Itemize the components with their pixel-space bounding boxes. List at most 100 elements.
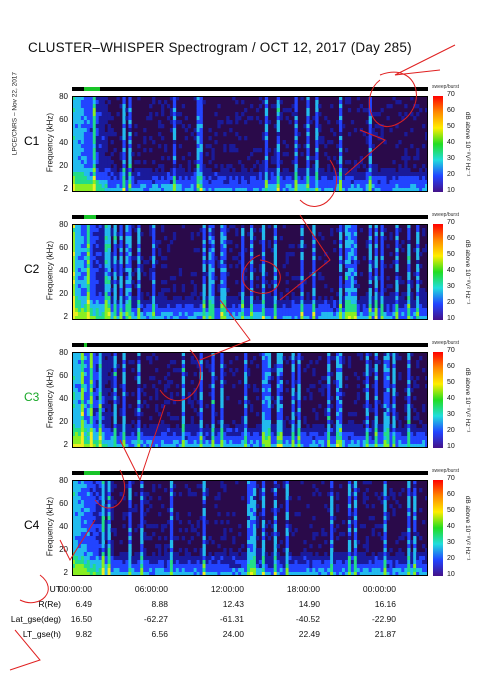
spectrogram-cell bbox=[107, 424, 111, 429]
spectrogram-cell bbox=[350, 420, 355, 425]
spectrogram-cell bbox=[374, 356, 378, 361]
spectrogram-cell bbox=[104, 432, 108, 437]
spectrogram-cell bbox=[353, 304, 358, 309]
spectrogram-cell bbox=[104, 180, 108, 185]
spectrogram-cell bbox=[104, 296, 108, 301]
spectrogram-cell bbox=[362, 108, 366, 113]
spectrogram-cell bbox=[89, 284, 94, 289]
spectrogram-cell bbox=[279, 308, 283, 313]
spectrogram-cell bbox=[365, 376, 369, 381]
spectrogram-cell bbox=[77, 548, 82, 553]
spectrogram-cell bbox=[410, 440, 414, 445]
spectrogram-cell bbox=[386, 284, 390, 289]
spectrogram-cell bbox=[294, 432, 298, 437]
spectrogram-cell bbox=[276, 96, 280, 101]
spectrogram-cell bbox=[380, 428, 384, 433]
spectrogram-cell bbox=[404, 440, 408, 445]
spectrogram-cell bbox=[72, 112, 76, 117]
spectrogram-cell bbox=[344, 384, 349, 389]
spectrogram-cell bbox=[273, 280, 277, 285]
spectrogram-cell bbox=[398, 304, 402, 309]
spectrogram-cell bbox=[110, 172, 114, 177]
spectrogram-cell bbox=[261, 404, 266, 409]
spectrogram-cell bbox=[416, 236, 420, 241]
spectrogram-cell bbox=[353, 316, 358, 320]
spectrogram-cell bbox=[252, 444, 257, 448]
spectrogram-cell bbox=[297, 284, 301, 289]
spectrogram-cell bbox=[140, 308, 144, 313]
spectrogram-cell bbox=[77, 536, 82, 541]
spectrogram-cell bbox=[350, 284, 355, 289]
spectrogram-cell bbox=[410, 300, 414, 305]
spectrogram-cell bbox=[261, 164, 266, 169]
spectrogram-cell bbox=[196, 188, 200, 192]
spectrogram-cell bbox=[149, 176, 153, 181]
spectrogram-cell bbox=[276, 388, 280, 393]
spectrogram-cell bbox=[279, 388, 283, 393]
spectrogram-cell bbox=[365, 360, 369, 365]
spectrogram-cell bbox=[149, 228, 153, 233]
spectrogram-cell bbox=[339, 248, 343, 253]
spectrogram-cell bbox=[101, 288, 105, 293]
spectrogram-cell bbox=[258, 428, 263, 433]
spectrogram-cell bbox=[341, 392, 346, 397]
spectrogram-cell bbox=[303, 440, 307, 445]
spectrogram-cell bbox=[137, 224, 141, 229]
spectrogram-cell bbox=[220, 168, 224, 173]
spectrogram-cell bbox=[146, 308, 150, 313]
spectrogram-cell bbox=[241, 416, 245, 421]
spectrogram-cell bbox=[178, 268, 183, 273]
spectrogram-cell bbox=[267, 388, 272, 393]
spectrogram-cell bbox=[83, 536, 88, 541]
spectrogram-cell bbox=[410, 280, 414, 285]
satellite-label-c2: C2 bbox=[24, 262, 40, 276]
spectrogram-cell bbox=[416, 232, 420, 237]
spectrogram-cell bbox=[163, 256, 168, 261]
spectrogram-cell bbox=[89, 384, 94, 389]
spectrogram-cell bbox=[368, 180, 372, 185]
spectrogram-cell bbox=[119, 236, 123, 241]
spectrogram-cell bbox=[300, 248, 304, 253]
spectrogram-cell bbox=[235, 120, 239, 125]
spectrogram-cell bbox=[72, 312, 76, 317]
spectrogram-cell bbox=[356, 172, 361, 177]
spectrogram-cell bbox=[119, 268, 123, 273]
spectrogram-cell bbox=[208, 304, 212, 309]
spectrogram-cell bbox=[92, 492, 97, 497]
spectrogram-cell bbox=[196, 96, 200, 101]
spectrogram-cell bbox=[172, 116, 177, 121]
spectrogram-cell bbox=[383, 392, 387, 397]
spectrogram-cell bbox=[270, 376, 275, 381]
spectrogram-cell bbox=[152, 248, 156, 253]
spectrogram-cell bbox=[339, 228, 343, 233]
spectrogram-cell bbox=[149, 172, 153, 177]
spectrogram-cell bbox=[113, 188, 117, 192]
spectrogram-cell bbox=[309, 308, 313, 313]
spectrogram-cell bbox=[113, 252, 117, 257]
spectrogram-cell bbox=[264, 296, 269, 301]
spectrogram-cell bbox=[95, 104, 99, 109]
spectrogram-cell bbox=[199, 440, 203, 445]
spectrogram-cell bbox=[74, 444, 79, 448]
spectrogram-cell bbox=[232, 428, 236, 433]
spectrogram-cell bbox=[77, 504, 82, 509]
spectrogram-cell bbox=[74, 352, 79, 357]
spectrogram-cell bbox=[104, 132, 108, 137]
spectrogram-cell bbox=[241, 268, 245, 273]
spectrogram-cell bbox=[362, 420, 366, 425]
spectrogram-cell bbox=[294, 152, 298, 157]
spectrogram-cell bbox=[181, 372, 186, 377]
status-label: sweep/burst bbox=[432, 212, 459, 218]
spectrogram-cell bbox=[410, 312, 414, 317]
spectrogram-cell bbox=[134, 316, 138, 320]
spectrogram-cell bbox=[353, 428, 358, 433]
spectrogram-cell bbox=[72, 428, 76, 433]
spectrogram-cell bbox=[336, 172, 340, 177]
spectrogram-cell bbox=[220, 248, 224, 253]
spectrogram-cell bbox=[77, 408, 82, 413]
spectrogram-cell bbox=[250, 256, 254, 261]
spectrogram-cell bbox=[199, 380, 203, 385]
spectrogram-cell bbox=[72, 176, 76, 181]
spectrogram-cell bbox=[72, 96, 76, 101]
spectrogram-cell bbox=[89, 552, 94, 557]
